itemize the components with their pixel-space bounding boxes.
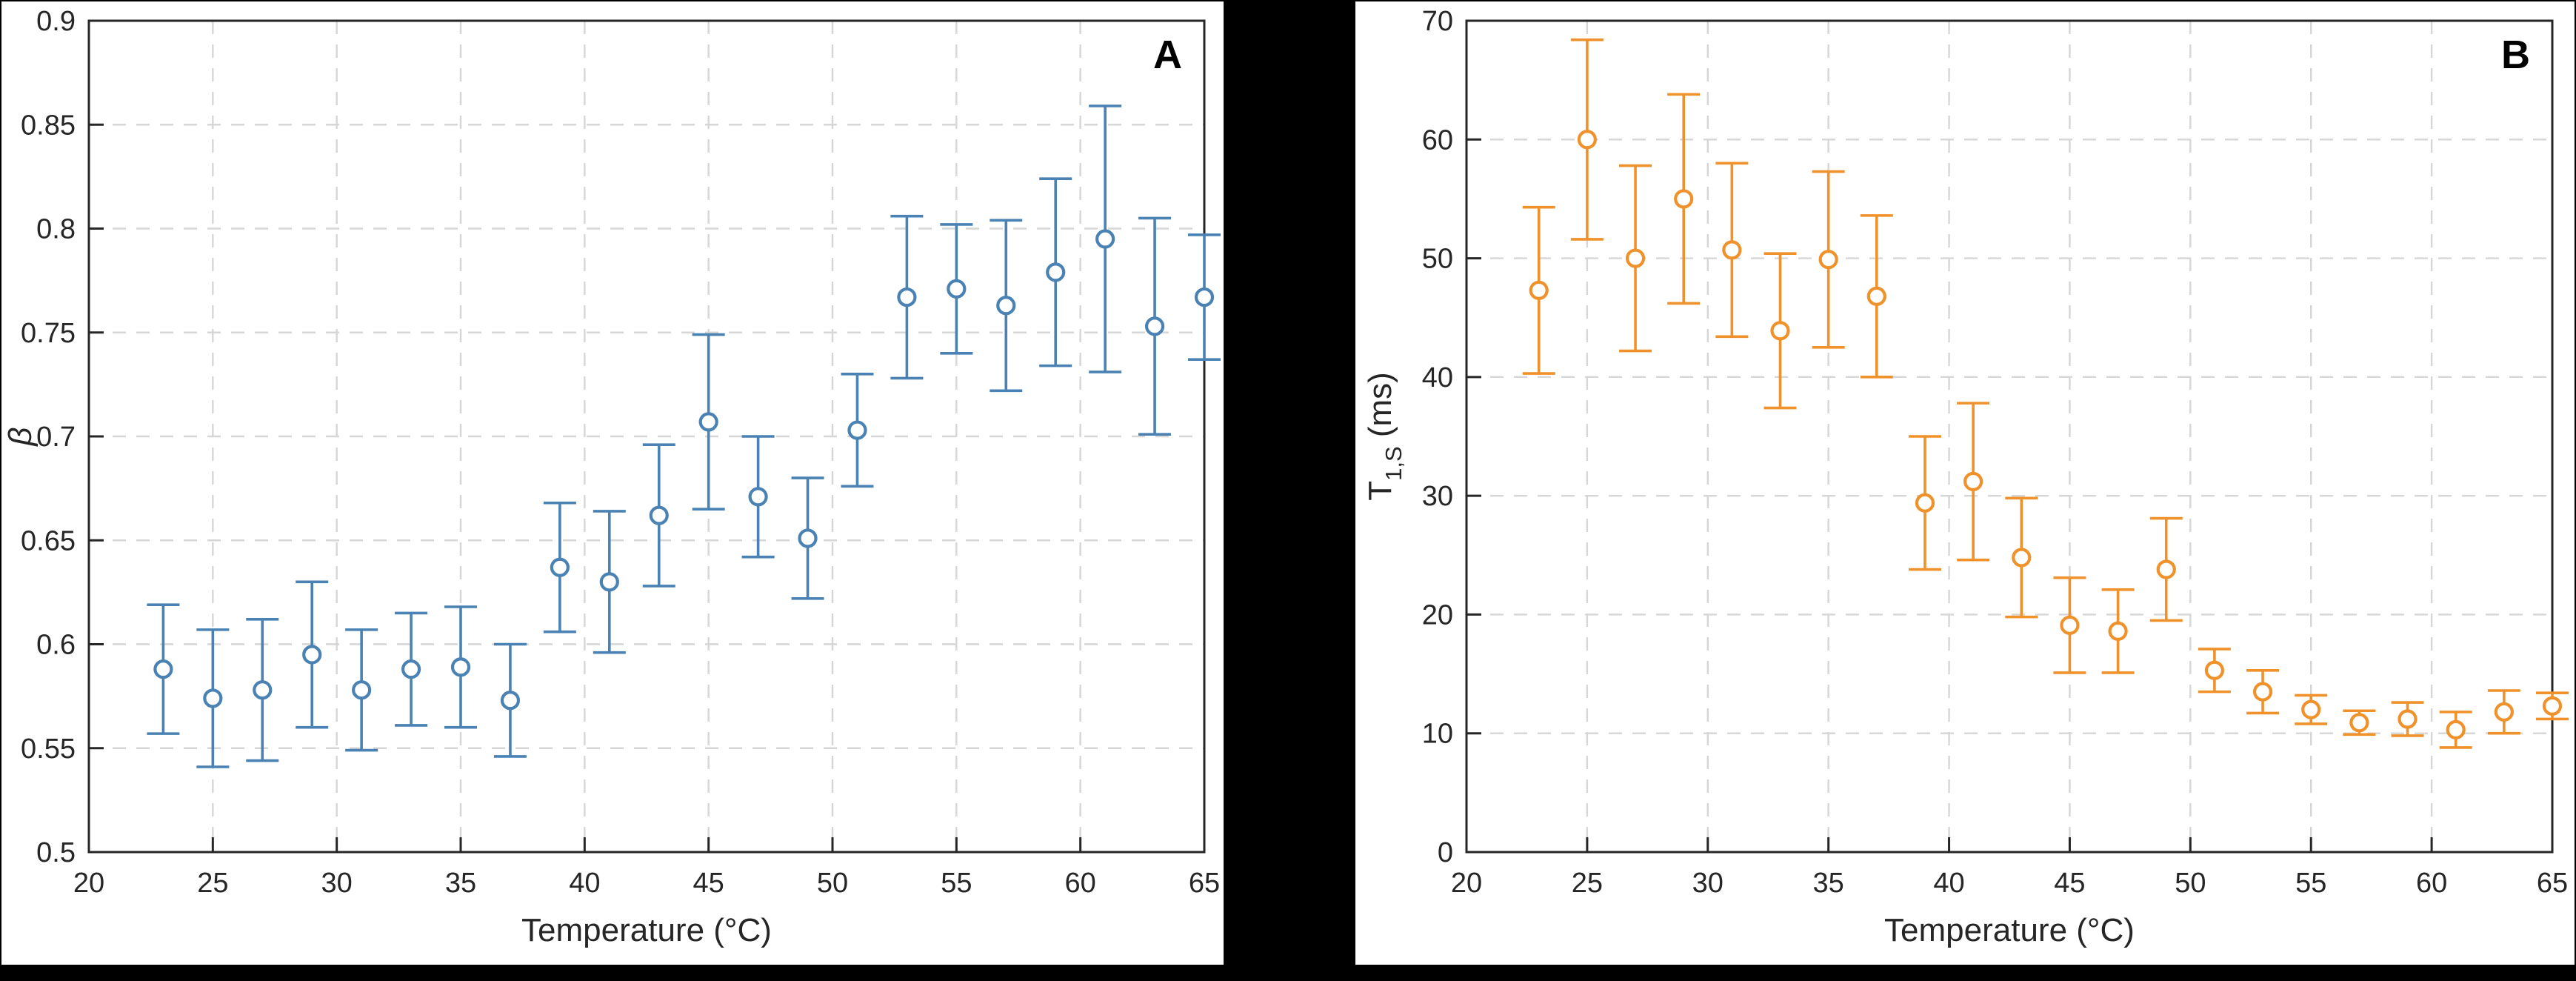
- y-tick-label: 60: [1422, 124, 1453, 156]
- x-tick-label: 25: [1572, 868, 1603, 899]
- data-point-marker: [798, 528, 818, 548]
- y-tick-label: 30: [1422, 481, 1453, 512]
- data-point-marker: [2494, 702, 2514, 722]
- y-axis-label: β: [2, 427, 39, 447]
- data-point-marker: [1194, 287, 1215, 307]
- y-tick-label: 20: [1422, 599, 1453, 631]
- y-tick-label: 0: [1438, 837, 1453, 868]
- x-tick-label: 60: [2416, 868, 2447, 899]
- x-tick-label: 35: [445, 868, 476, 899]
- data-point-marker: [1046, 262, 1066, 282]
- data-point-marker: [1577, 130, 1597, 150]
- panel-letter: B: [2501, 33, 2530, 77]
- x-tick-label: 20: [1451, 868, 1482, 899]
- data-point-marker: [1625, 248, 1646, 268]
- data-point-marker: [748, 487, 768, 507]
- x-tick-label: 30: [321, 868, 353, 899]
- data-point-marker: [1144, 316, 1165, 336]
- y-axis-label-part: 1,S: [1381, 446, 1407, 481]
- x-tick-label: 40: [1933, 868, 1964, 899]
- y-tick-label: 0.85: [21, 110, 76, 141]
- x-tick-label: 65: [2537, 868, 2568, 899]
- y-tick-label: 50: [1422, 244, 1453, 275]
- y-tick-label: 0.55: [21, 734, 76, 765]
- x-tick-label: 60: [1065, 868, 1096, 899]
- data-point-marker: [2398, 709, 2417, 729]
- x-tick-label: 35: [1813, 868, 1844, 899]
- axes-box: [1465, 19, 2554, 854]
- y-axis-label-part: T: [1362, 481, 1398, 501]
- data-point-marker: [698, 412, 718, 432]
- data-point-marker: [1770, 321, 1790, 341]
- data-point-marker: [2349, 713, 2369, 733]
- x-tick-label: 45: [693, 868, 724, 899]
- data-point-marker: [500, 691, 521, 711]
- panel-b-t1s-chart: 20 25 30 35 40 45 50 55 60 65 0 10 20 30 40 50 60 70 Tempe…: [1355, 1, 2575, 965]
- y-tick-label: 40: [1422, 362, 1453, 393]
- data-point-marker: [947, 279, 967, 299]
- x-tick-label: 30: [1692, 868, 1724, 899]
- x-tick-label: 55: [2295, 868, 2326, 899]
- x-tick-label: 65: [1189, 868, 1220, 899]
- x-tick-label: 25: [197, 868, 228, 899]
- data-point-marker: [2301, 699, 2321, 719]
- x-tick-label: 20: [73, 868, 104, 899]
- data-point-marker: [649, 505, 669, 525]
- panel-letter: A: [1153, 33, 1182, 77]
- y-axis-label-part: (ms): [1362, 372, 1398, 446]
- data-point-marker: [352, 680, 372, 700]
- data-point-marker: [2156, 559, 2176, 579]
- y-tick-label: 0.9: [36, 6, 76, 37]
- y-tick-label: 0.8: [36, 214, 76, 245]
- data-point-marker: [2060, 615, 2080, 635]
- data-point-marker: [1915, 493, 1935, 513]
- y-tick-label: 0.6: [36, 630, 76, 661]
- y-tick-label: 70: [1422, 6, 1453, 37]
- t1s-vs-temperature-errorbar-chart: 20 25 30 35 40 45 50 55 60 65 0 10 20 30 40 50 60 70 Tempe…: [1362, 6, 2569, 948]
- data-point-marker: [2252, 682, 2273, 702]
- data-point-marker: [1818, 250, 1838, 270]
- x-axis-label: Temperature (°C): [1884, 912, 2135, 948]
- data-point-marker: [203, 688, 223, 708]
- data-point-marker: [847, 420, 867, 440]
- data-point-marker: [996, 296, 1016, 316]
- beta-vs-temperature-errorbar-chart: 20 25 30 35 40 45 50 55 60 65 0.5 0.55 0.6 0.65 0.7 0.7…: [2, 6, 1221, 948]
- data-point-marker: [2446, 719, 2466, 740]
- data-point-marker: [153, 659, 173, 679]
- data-point-marker: [2204, 660, 2225, 680]
- data-point-marker: [1866, 286, 1886, 306]
- data-point-marker: [550, 557, 570, 577]
- y-axis-label-part: β: [2, 427, 39, 447]
- y-tick-label: 0.7: [36, 422, 76, 453]
- data-point-marker: [450, 657, 471, 677]
- data-point-marker: [599, 572, 619, 592]
- data-point-marker: [1963, 471, 1983, 492]
- data-point-marker: [2012, 548, 2032, 568]
- data-point-marker: [401, 659, 421, 679]
- x-tick-label: 55: [941, 868, 972, 899]
- y-axis-label: T1,S (ms): [1362, 372, 1407, 501]
- x-axis-label: Temperature (°C): [521, 912, 772, 948]
- data-point-marker: [2108, 621, 2128, 641]
- y-tick-label: 0.65: [21, 525, 76, 556]
- x-tick-label: 45: [2054, 868, 2085, 899]
- data-point-marker: [1674, 189, 1694, 209]
- data-point-marker: [1095, 229, 1115, 249]
- y-tick-label: 10: [1422, 719, 1453, 750]
- y-tick-label: 0.5: [36, 837, 76, 868]
- data-point-marker: [1722, 240, 1742, 260]
- data-point-marker: [897, 287, 917, 307]
- y-tick-label: 0.75: [21, 318, 76, 349]
- data-point-marker: [253, 680, 273, 700]
- data-point-marker: [1529, 280, 1549, 300]
- x-tick-label: 40: [569, 868, 600, 899]
- x-tick-label: 50: [817, 868, 848, 899]
- panel-a-beta-chart: 20 25 30 35 40 45 50 55 60 65 0.5 0.55 0.6 0.65 0.7 0.7…: [1, 1, 1224, 965]
- x-tick-label: 50: [2175, 868, 2206, 899]
- data-point-marker: [2542, 696, 2563, 716]
- data-point-marker: [302, 645, 322, 665]
